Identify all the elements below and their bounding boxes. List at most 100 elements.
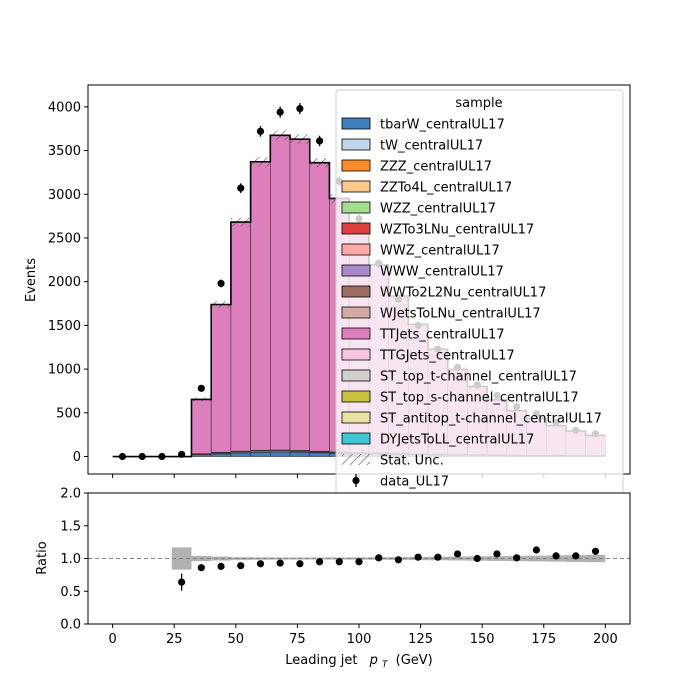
main-y-tick-label: 4000 <box>48 100 81 115</box>
ratio-point <box>493 550 501 558</box>
legend-label: DYJetsToLL_centralUL17 <box>380 433 534 448</box>
legend-swatch-stat-unc <box>342 454 370 465</box>
ratio-x-tick-label: 25 <box>166 632 183 647</box>
legend-swatch <box>341 285 371 298</box>
ratio-point <box>237 562 245 570</box>
ratio-points <box>178 546 600 591</box>
bar-TTJets_centralUL17-bin-6 <box>230 221 251 452</box>
bar-tbarW_centralUL17-bin-8 <box>270 451 291 457</box>
legend-swatch <box>341 390 371 403</box>
main-y-tick-label: 1500 <box>48 319 81 334</box>
legend-swatch <box>341 432 371 445</box>
ratio-y-tick-label: 2.0 <box>60 487 81 502</box>
x-axis-label-main: Leading jet <box>285 653 357 668</box>
ratio-point <box>513 554 521 562</box>
bar-TTJets_centralUL17-bin-7 <box>250 161 271 451</box>
legend-swatch <box>341 348 371 361</box>
data-point <box>276 108 284 116</box>
x-axis-label-symbol: p <box>369 653 378 668</box>
legend-title: sample <box>455 96 502 111</box>
legend-label: ZZZ_centralUL17 <box>380 160 492 175</box>
ratio-point <box>414 553 422 561</box>
ratio-point <box>296 560 304 568</box>
x-axis-label-subscript: T <box>382 660 389 670</box>
ratio-point <box>217 562 225 570</box>
legend-label: ZZTo4L_centralUL17 <box>380 181 512 196</box>
ratio-unc-bin <box>250 557 271 560</box>
data-point <box>118 452 127 461</box>
legend-swatch <box>341 369 371 382</box>
ratio-x-tick-label: 200 <box>593 632 618 647</box>
ratio-point <box>335 558 343 566</box>
main-y-tick-label: 2500 <box>48 231 81 246</box>
legend-swatch <box>341 159 371 172</box>
data-point <box>217 279 225 288</box>
bar-tbarW_centralUL17-bin-5 <box>210 453 232 457</box>
legend-label: WWZ_centralUL17 <box>380 244 500 259</box>
bar-TTJets_centralUL17-bin-8 <box>270 135 291 451</box>
ratio-y-tick-label: 1.5 <box>60 519 81 534</box>
ratio-point <box>473 554 481 563</box>
data-point <box>256 127 265 135</box>
bar-tbarW_centralUL17-bin-6 <box>230 452 251 457</box>
legend-label: WZTo3LNu_centralUL17 <box>380 223 534 238</box>
main-y-tick-label: 1000 <box>48 363 81 378</box>
ratio-point <box>178 578 186 586</box>
legend-items: tbarW_centralUL17 tW_centralUL17 ZZZ_centr… <box>341 117 602 490</box>
legend-swatch <box>341 180 371 193</box>
legend-label: WWW_centralUL17 <box>380 265 504 280</box>
legend-label-data: data_UL17 <box>380 475 449 490</box>
ratio-point <box>572 552 580 560</box>
ratio-y-axis-label: Ratio <box>35 541 50 574</box>
ratio-point <box>552 552 560 560</box>
ratio-point <box>434 553 442 561</box>
bar-tbarW_centralUL17-bin-9 <box>289 452 311 457</box>
legend-label: TTGJets_centralUL17 <box>379 349 515 364</box>
bar-TTJets_centralUL17-bin-5 <box>210 304 232 453</box>
data-point <box>315 137 324 145</box>
ratio-y-tick-label: 0.5 <box>60 585 81 600</box>
ratio-x-ticks: 0 25 50 75 100 125 150 175 200 <box>108 624 618 647</box>
data-point <box>178 450 186 458</box>
ratio-y-tick-label: 0.0 <box>60 618 81 633</box>
ratio-point <box>315 558 324 566</box>
ratio-unc-bin <box>447 556 468 561</box>
legend-swatch <box>341 306 371 319</box>
legend-swatch <box>341 264 371 277</box>
ratio-x-tick-label: 175 <box>531 632 556 647</box>
legend: sample tbarW_centralUL17 tW_centralUL17 ZZ… <box>335 89 624 496</box>
main-y-axis-label: Events <box>24 258 39 302</box>
ratio-x-tick-label: 75 <box>289 632 306 647</box>
main-y-tick-label: 0 <box>73 450 81 465</box>
legend-label: WZZ_centralUL17 <box>380 202 496 217</box>
ratio-point <box>532 546 540 554</box>
data-point <box>158 452 166 461</box>
bar-TTJets_centralUL17-bin-10 <box>309 162 330 452</box>
ratio-y-ticks: 0.0 0.5 1.0 1.5 2.0 <box>60 487 88 633</box>
legend-label: WWTo2L2Nu_centralUL17 <box>380 286 546 301</box>
legend-swatch <box>341 201 371 214</box>
legend-label: TTJets_centralUL17 <box>379 328 505 343</box>
legend-label: WJetsToLNu_centralUL17 <box>380 307 541 322</box>
ratio-point <box>394 556 403 564</box>
main-y-tick-label: 3500 <box>48 144 81 159</box>
legend-label: ST_top_s-channel_centralUL17 <box>380 391 579 406</box>
x-axis-label: Leading jet p T (GeV) <box>285 653 432 671</box>
bar-TTJets_centralUL17-bin-4 <box>191 399 212 454</box>
legend-swatch <box>341 411 371 424</box>
data-point <box>197 384 205 392</box>
legend-swatch <box>341 327 371 340</box>
main-y-ticks: 0 500 1000 1500 2000 2500 3000 3500 4000 <box>48 100 88 465</box>
ratio-point <box>355 558 363 566</box>
ratio-panel: 0.0 0.5 1.0 1.5 2.0 0 25 50 75 100 125 150 175 200 R… <box>35 487 631 671</box>
ratio-point <box>197 564 205 572</box>
bar-tbarW_centralUL17-bin-7 <box>250 452 271 457</box>
ratio-x-tick-label: 100 <box>347 632 372 647</box>
legend-swatch <box>341 222 371 235</box>
legend-swatch <box>341 117 371 130</box>
legend-label: tbarW_centralUL17 <box>380 118 505 133</box>
ratio-x-tick-label: 0 <box>108 632 116 647</box>
data-point <box>296 105 304 113</box>
x-axis-label-unit: (GeV) <box>396 653 433 668</box>
legend-label: tW_centralUL17 <box>380 139 483 154</box>
